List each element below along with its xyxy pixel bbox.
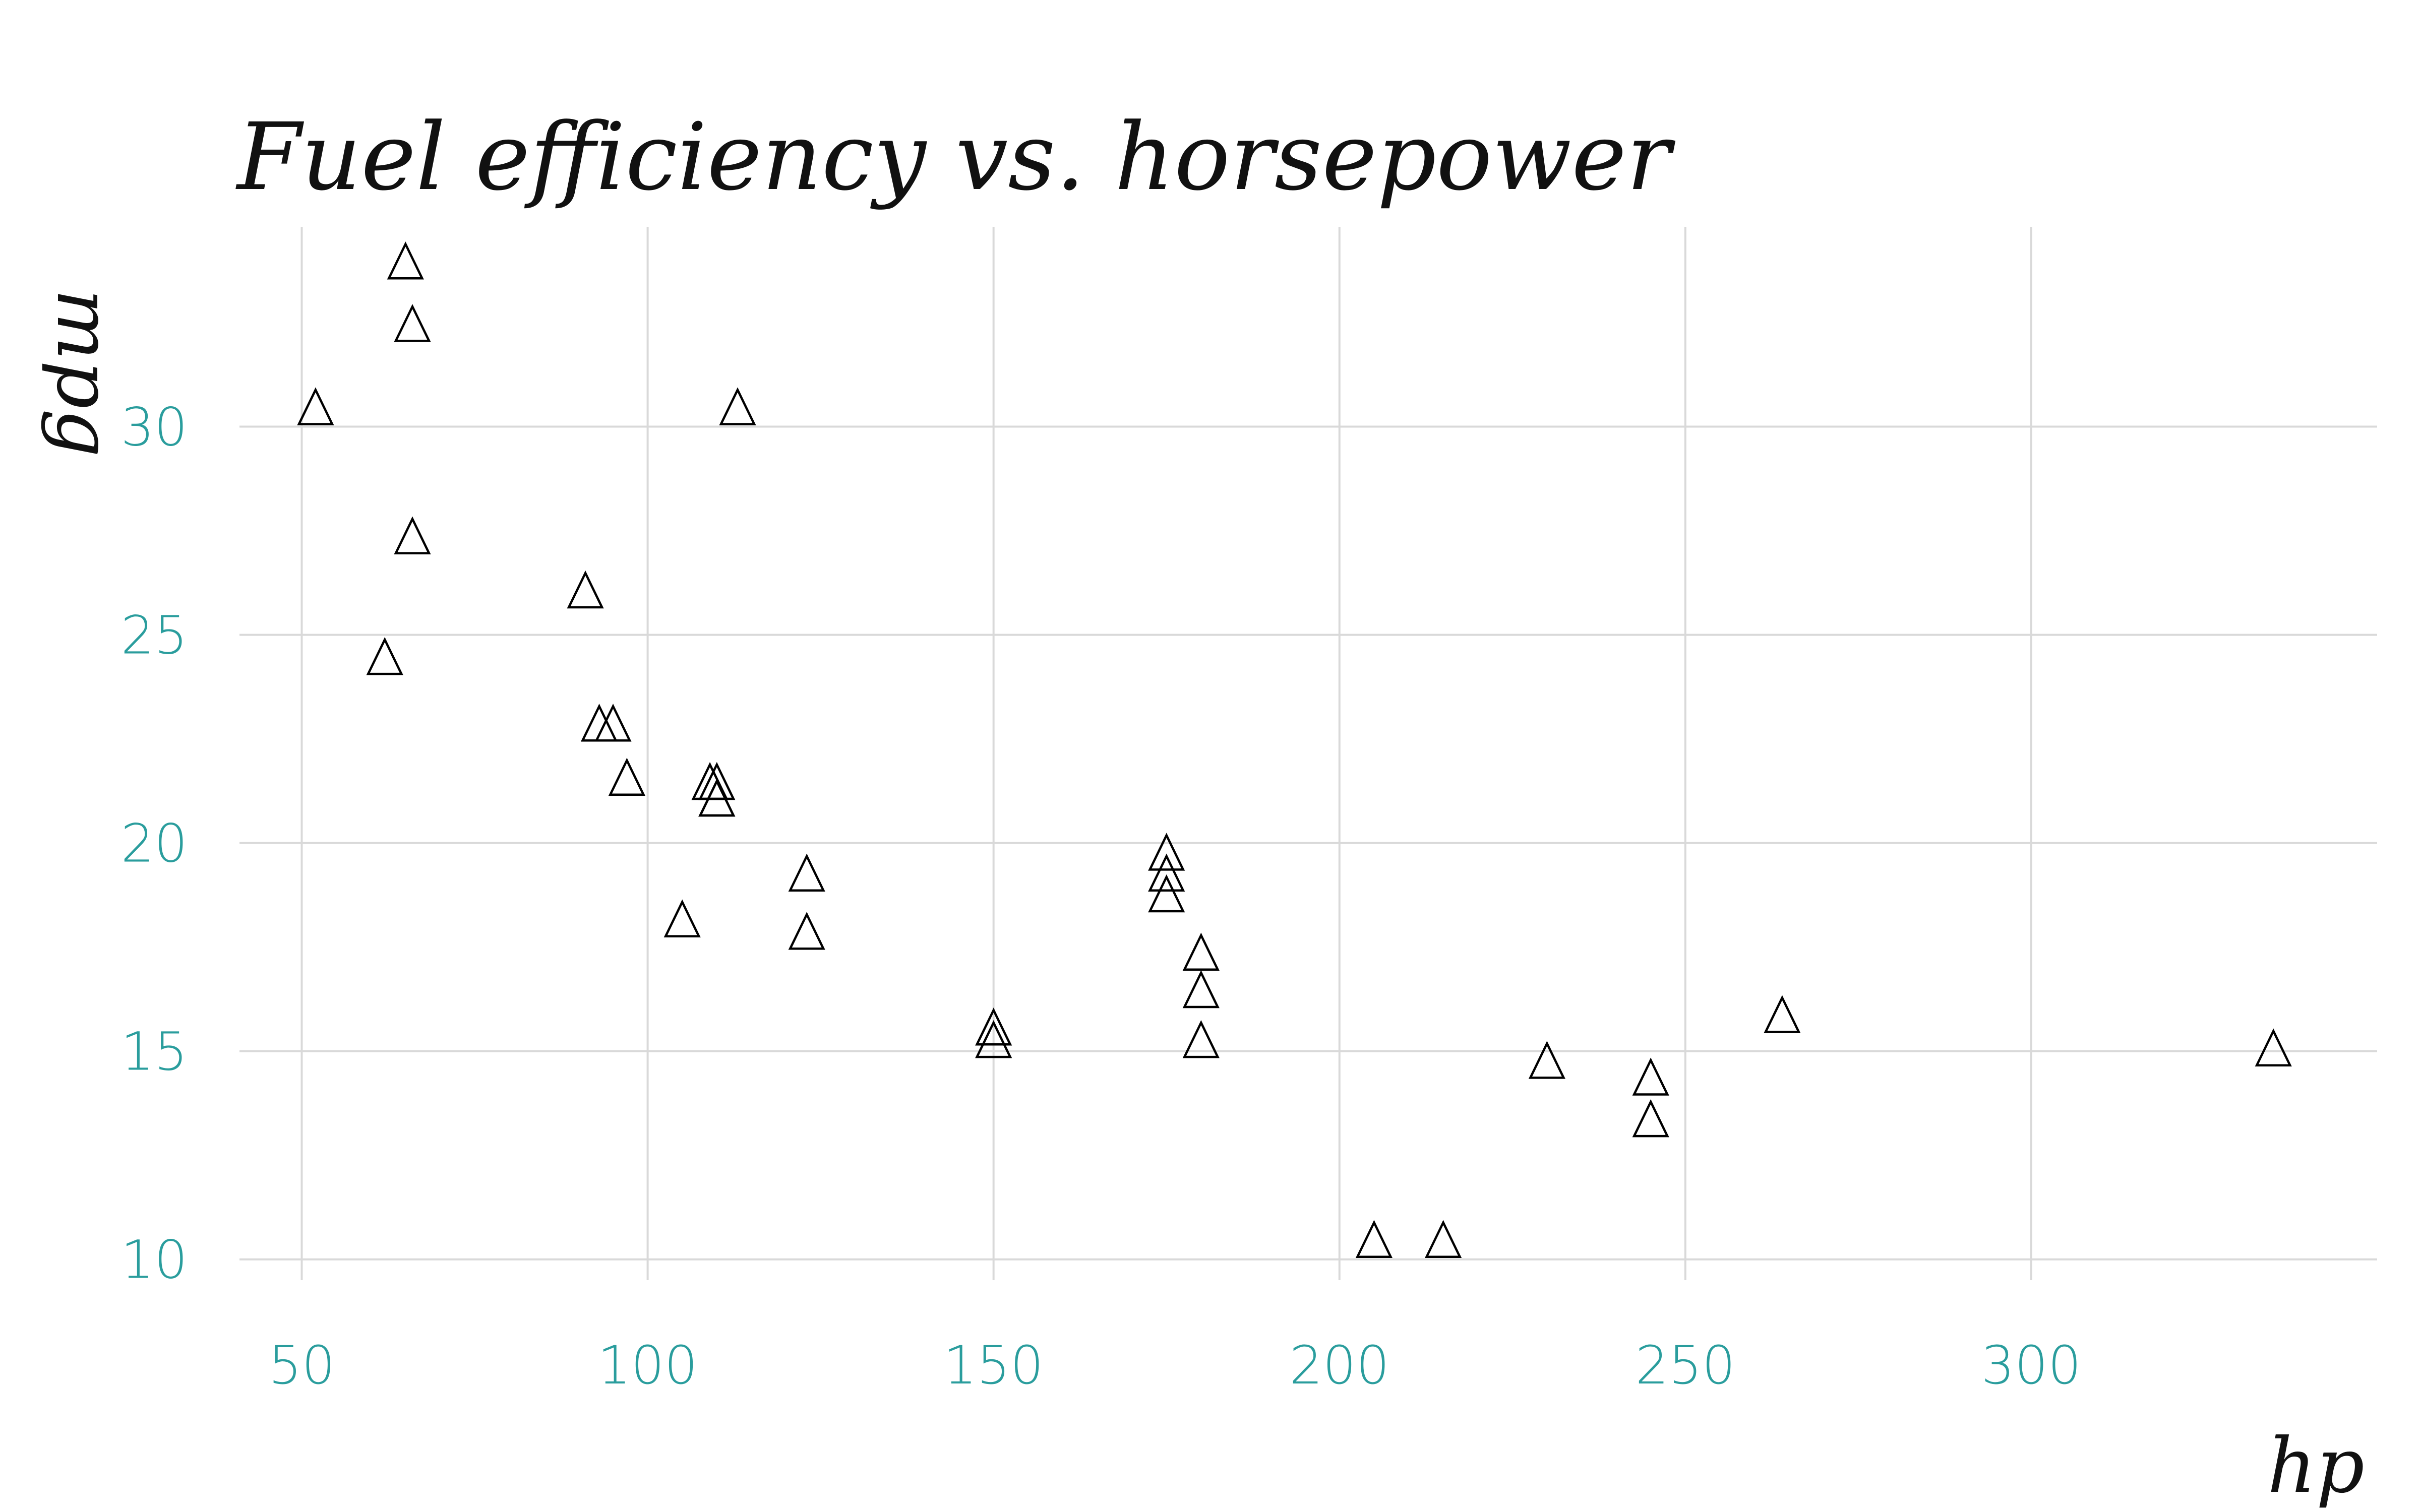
data-point [788, 912, 825, 950]
data-point [1148, 874, 1185, 913]
data-point [1425, 1220, 1462, 1258]
data-point [975, 1007, 1012, 1046]
data-point [788, 853, 825, 892]
y-tick-label: 25 [121, 605, 188, 666]
data-point [387, 241, 424, 280]
x-axis-title: hp [2267, 1422, 2365, 1510]
x-tick-label: 100 [597, 1335, 698, 1396]
y-tick-label: 20 [121, 813, 188, 874]
x-tick-labels: 50 100 150 200 250 300 [268, 1335, 2081, 1396]
data-point [594, 704, 632, 742]
y-gridlines [239, 425, 2377, 1261]
data-points [297, 241, 2292, 1258]
data-point [366, 637, 403, 675]
data-point [297, 387, 334, 425]
data-point [663, 899, 701, 937]
y-tick-label: 30 [121, 397, 188, 458]
x-gridlines [300, 227, 2032, 1280]
data-point [1148, 853, 1185, 892]
x-tick-label: 150 [943, 1335, 1044, 1396]
data-point [394, 516, 431, 554]
data-point [1148, 833, 1185, 871]
data-point [1355, 1220, 1393, 1258]
x-tick-label: 50 [268, 1335, 335, 1396]
data-point [1632, 1099, 1669, 1138]
y-tick-label: 10 [121, 1229, 188, 1291]
data-point [1764, 995, 1801, 1033]
x-tick-label: 300 [1981, 1335, 2082, 1396]
data-point [394, 304, 431, 342]
y-tick-labels: 10 15 20 25 30 [121, 397, 188, 1291]
data-point [975, 1020, 1012, 1058]
data-point [691, 762, 729, 800]
y-axis-title: mpg [40, 289, 128, 457]
y-tick-label: 15 [121, 1021, 188, 1083]
data-point [1528, 1041, 1565, 1079]
x-tick-label: 250 [1636, 1335, 1736, 1396]
data-point [1632, 1057, 1669, 1096]
data-point [567, 570, 604, 609]
data-point [1182, 1020, 1220, 1058]
data-point [608, 758, 645, 796]
data-point [719, 387, 756, 425]
data-point [1182, 970, 1220, 1009]
data-point [2255, 1028, 2292, 1066]
chart-title: Fuel efficiency vs. horsepower [235, 103, 1676, 211]
data-point [1182, 932, 1220, 971]
x-tick-label: 200 [1289, 1335, 1389, 1396]
